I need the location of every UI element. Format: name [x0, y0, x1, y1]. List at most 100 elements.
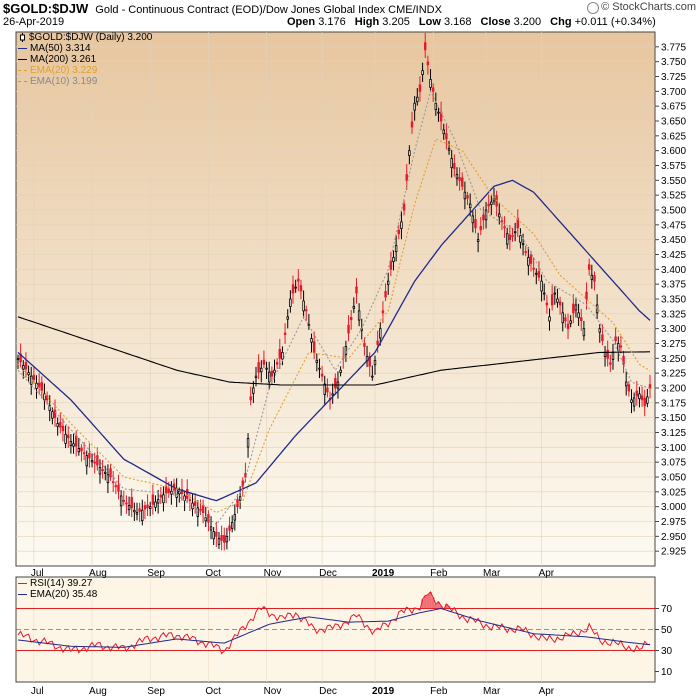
month-tick-label-rsi: Apr: [539, 686, 555, 697]
month-tick-label-rsi: Sep: [147, 686, 165, 697]
candle-body: [574, 304, 578, 311]
candle-body: [582, 328, 586, 337]
candle-body: [368, 356, 371, 367]
month-tick-label: Jul: [31, 568, 44, 579]
rsi-panel: [15, 576, 656, 683]
candle-body: [529, 254, 533, 264]
candle-body: [307, 324, 311, 327]
candle-body: [611, 351, 615, 360]
high-label: High: [354, 16, 380, 28]
open-label: Open: [287, 16, 316, 28]
candle-body: [537, 270, 541, 278]
candle-body: [193, 501, 197, 506]
candle-body: [413, 102, 416, 111]
price-tick-label: 3.325: [661, 309, 686, 320]
rsi-ema-swatch: [18, 593, 27, 595]
candle-body: [363, 342, 366, 347]
candle-body: [455, 173, 459, 179]
candle-body: [305, 309, 308, 312]
month-tick-label: Nov: [264, 568, 282, 579]
candle-body: [312, 341, 316, 353]
candle-body: [254, 375, 258, 379]
candle-body: [543, 292, 546, 295]
candle-body: [524, 251, 527, 253]
candle-body: [405, 174, 408, 181]
price-tick-label: 3.175: [661, 398, 686, 409]
candle-body: [352, 306, 356, 309]
candle-body: [606, 349, 609, 359]
candle-body: [278, 348, 282, 359]
candle-body: [389, 260, 393, 270]
candle-body: [527, 257, 530, 266]
candle-body: [175, 488, 178, 498]
legend-ema20-label: EMA(20) 3.229: [30, 65, 98, 76]
candle-body: [159, 494, 163, 498]
candles-group: [16, 32, 652, 551]
month-tick-label-rsi: Dec: [319, 686, 337, 697]
price-tick-label: 3.025: [661, 487, 686, 498]
candle-body: [638, 393, 641, 400]
rsi-tick-label: 10: [661, 667, 673, 678]
candle-body: [32, 374, 36, 381]
candle-body: [149, 506, 152, 510]
candle-body: [302, 300, 305, 312]
ema20-swatch: [18, 69, 27, 71]
chart-symbol: $GOLD:$DJW: [3, 1, 89, 16]
month-tick-label-rsi: Aug: [89, 686, 107, 697]
candle-body: [577, 312, 580, 319]
price-tick-label: 3.150: [661, 413, 686, 424]
price-tick-label: 3.125: [661, 428, 686, 439]
price-tick-label: 3.200: [661, 384, 686, 395]
chart-header-line2: 26-Apr-2019 Open 3.176 High 3.205 Low 3.…: [0, 16, 700, 29]
month-tick-label: Feb: [430, 568, 448, 579]
price-tick-label: 3.500: [661, 206, 686, 217]
candle-body: [640, 395, 644, 401]
candle-body: [27, 372, 30, 376]
price-tick-label: 3.075: [661, 458, 686, 469]
candle-body: [392, 257, 395, 263]
candle-body: [500, 220, 504, 223]
candle-body: [183, 495, 186, 501]
candle-body: [22, 365, 25, 370]
line-ema20: [17, 138, 651, 514]
month-tick-label-rsi: Mar: [483, 686, 501, 697]
candle-body: [471, 215, 475, 224]
candle-body: [619, 345, 623, 348]
candle-body: [648, 384, 652, 389]
candle-body: [69, 440, 73, 446]
candle-body: [511, 235, 514, 237]
candle-body: [627, 384, 631, 392]
line-ma200: [17, 316, 650, 386]
legend-ma50-label: MA(50) 3.314: [30, 43, 91, 54]
candle-body: [106, 474, 110, 484]
candle-body: [56, 423, 59, 427]
candle-body: [233, 514, 237, 521]
candle-body: [434, 102, 438, 111]
candle-body: [643, 397, 646, 407]
price-tick-label: 3.650: [661, 117, 686, 128]
month-tick-label-rsi: Feb: [430, 686, 448, 697]
candle-body: [188, 499, 192, 502]
price-tick-label: 2.925: [661, 547, 686, 558]
month-tick-label: Mar: [483, 568, 501, 579]
open-value: 3.176: [318, 16, 346, 28]
candle-body: [265, 367, 268, 370]
ohlc-readout: Open 3.176 High 3.205 Low 3.168 Close 3.…: [287, 16, 656, 29]
legend-ema20: EMA(20) 3.229: [18, 65, 152, 76]
candle-body: [540, 280, 543, 292]
candle-body: [408, 150, 411, 156]
price-axis: 3.775 3.750 3.725 3.700 3.675 3.650 3.625 3.600…: [655, 42, 686, 558]
candle-body: [186, 488, 189, 499]
ema10-swatch: [18, 80, 27, 82]
candle-body: [426, 61, 430, 66]
candle-body: [178, 490, 181, 495]
candle-body: [125, 502, 128, 505]
candle-body: [598, 328, 601, 333]
brand-text: © StockCharts.com: [601, 1, 696, 13]
candle-body: [88, 452, 91, 459]
candle-body: [516, 217, 519, 229]
candle-body: [67, 434, 70, 439]
price-tick-label: 3.225: [661, 369, 686, 380]
price-gridlines: [16, 32, 655, 682]
rsi-gridlines: [16, 608, 655, 651]
